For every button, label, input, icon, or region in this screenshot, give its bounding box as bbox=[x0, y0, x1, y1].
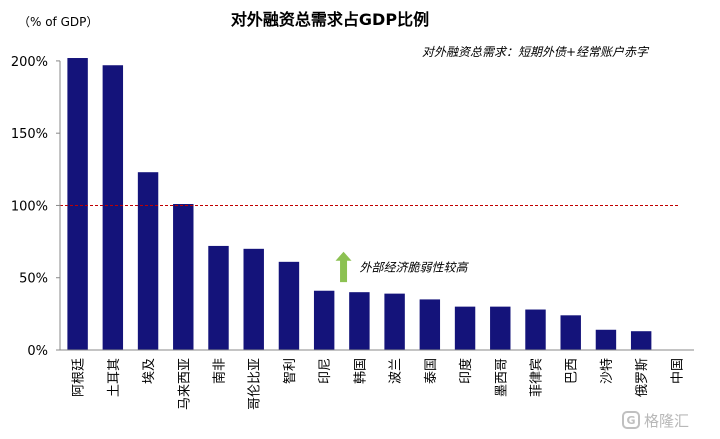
y-tick-label: 200% bbox=[11, 55, 48, 70]
x-tick-label: 阿根廷 bbox=[72, 358, 87, 397]
x-tick-label: 马来西亚 bbox=[177, 358, 192, 410]
bar bbox=[595, 329, 617, 350]
x-tick-label: 波兰 bbox=[389, 358, 404, 384]
bar bbox=[313, 290, 335, 350]
x-tick-label: 泰国 bbox=[424, 358, 439, 384]
bars bbox=[67, 58, 652, 350]
bar bbox=[208, 245, 229, 350]
x-tick-label: 印尼 bbox=[318, 358, 333, 384]
watermark-text: 格隆汇 bbox=[644, 411, 690, 430]
bar bbox=[384, 293, 405, 350]
bar bbox=[490, 306, 511, 350]
x-axis-labels: 阿根廷 土耳其 埃及 马来西亚 南非 哥伦比亚 智利 印尼 韩国 波兰 泰国 印度 墨西哥 菲律宾 巴西 沙特… bbox=[72, 358, 686, 410]
bar bbox=[419, 299, 441, 350]
y-tick-label: 100% bbox=[11, 199, 48, 214]
x-tick-label: 智利 bbox=[283, 358, 298, 384]
y-axis-label: （% of GDP） bbox=[18, 15, 98, 29]
x-tick-label: 沙特 bbox=[600, 358, 615, 384]
watermark: G 格隆汇 bbox=[622, 407, 712, 433]
chart-subtitle: 对外融资总需求：短期外债+经常账户赤字 bbox=[422, 45, 650, 59]
bar bbox=[349, 292, 370, 350]
annotation-text: 外部经济脆弱性较高 bbox=[360, 261, 470, 275]
y-axis-ticks: 0% 50% 100% 150% 200% bbox=[11, 55, 60, 359]
x-tick-label: 菲律宾 bbox=[529, 358, 545, 397]
bar bbox=[67, 58, 88, 350]
bar bbox=[173, 204, 194, 350]
x-tick-label: 韩国 bbox=[353, 358, 368, 384]
x-tick-label: 墨西哥 bbox=[494, 358, 509, 397]
bar bbox=[278, 261, 300, 350]
bar bbox=[137, 172, 159, 350]
x-tick-label: 哥伦比亚 bbox=[248, 358, 263, 410]
x-tick-label: 土耳其 bbox=[107, 358, 122, 397]
bar bbox=[560, 315, 581, 350]
x-tick-label: 中国 bbox=[670, 358, 685, 384]
bar bbox=[243, 248, 264, 350]
y-tick-label: 150% bbox=[11, 127, 48, 142]
x-tick-label: 埃及 bbox=[142, 358, 157, 384]
y-tick-label: 50% bbox=[19, 272, 48, 287]
x-tick-label: 巴西 bbox=[565, 358, 580, 384]
x-tick-label: 印度 bbox=[458, 358, 474, 384]
bar bbox=[102, 65, 124, 350]
up-arrow-icon bbox=[335, 251, 352, 283]
bar bbox=[630, 331, 652, 350]
bar bbox=[454, 306, 476, 350]
y-tick-label: 0% bbox=[27, 344, 48, 359]
watermark-logo-icon: G bbox=[622, 411, 640, 429]
bar bbox=[525, 309, 546, 350]
x-tick-label: 俄罗斯 bbox=[635, 358, 650, 397]
chart-title: 对外融资总需求占GDP比例 bbox=[231, 10, 429, 29]
x-tick-label: 南非 bbox=[212, 358, 228, 384]
